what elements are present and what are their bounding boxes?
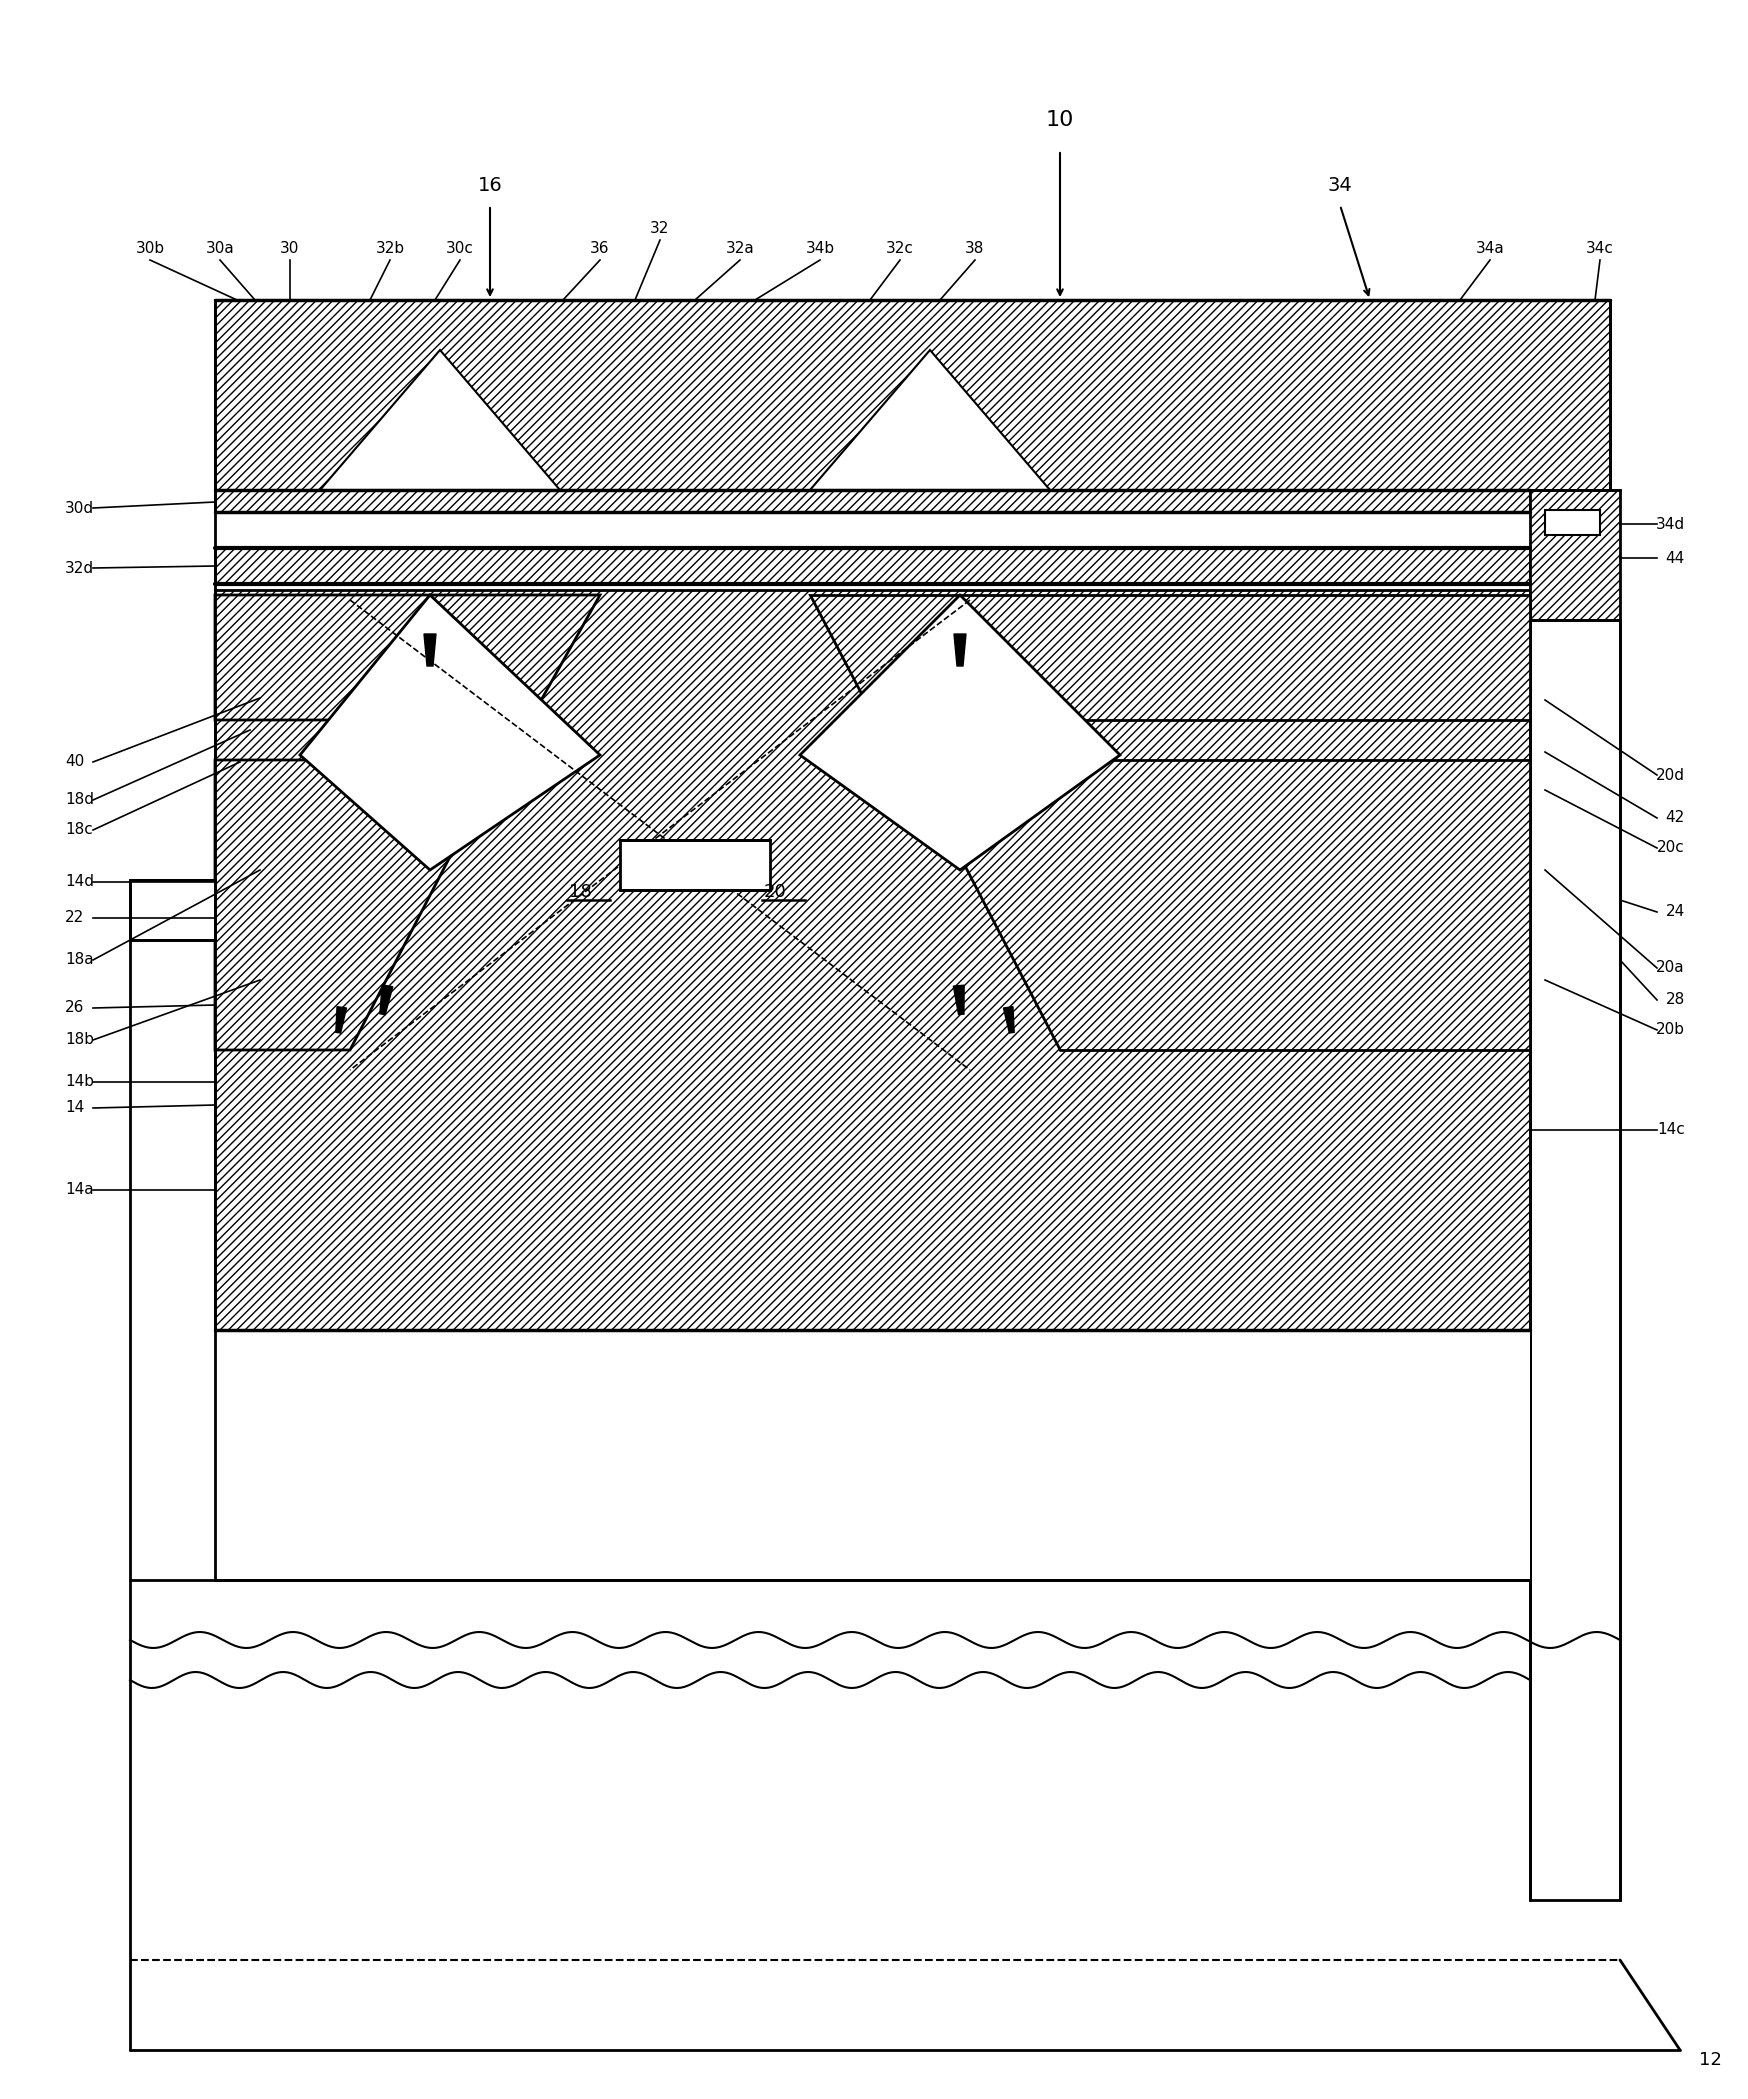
Bar bbox=[215, 1331, 1530, 1581]
Polygon shape bbox=[215, 760, 500, 1050]
Text: 30c: 30c bbox=[446, 241, 474, 256]
Polygon shape bbox=[799, 594, 1119, 869]
Text: 36: 36 bbox=[589, 241, 610, 256]
Text: 30a: 30a bbox=[206, 241, 234, 256]
Text: 20b: 20b bbox=[1655, 1022, 1683, 1037]
Bar bbox=[215, 489, 1530, 512]
Text: 14a: 14a bbox=[65, 1182, 94, 1199]
Text: 44: 44 bbox=[1664, 550, 1683, 565]
Bar bbox=[1530, 489, 1619, 619]
Bar bbox=[1530, 619, 1619, 1900]
Bar bbox=[215, 590, 1530, 1331]
Bar bbox=[215, 548, 1530, 584]
Polygon shape bbox=[215, 594, 600, 720]
Text: 30d: 30d bbox=[65, 500, 94, 516]
Text: 18: 18 bbox=[568, 884, 591, 900]
Text: 38: 38 bbox=[965, 241, 984, 256]
Text: 20d: 20d bbox=[1655, 768, 1683, 783]
Text: 34c: 34c bbox=[1585, 241, 1613, 256]
Text: 40: 40 bbox=[65, 754, 84, 770]
Text: 22: 22 bbox=[65, 911, 84, 926]
Polygon shape bbox=[953, 634, 965, 665]
Text: 12: 12 bbox=[1697, 2051, 1720, 2070]
Text: 18b: 18b bbox=[65, 1033, 94, 1047]
Text: 28: 28 bbox=[1664, 993, 1683, 1008]
Polygon shape bbox=[1003, 1008, 1014, 1033]
Bar bbox=[129, 879, 215, 940]
Polygon shape bbox=[423, 634, 435, 665]
Bar bbox=[215, 300, 1610, 489]
Text: 20c: 20c bbox=[1657, 840, 1683, 856]
Text: 18a: 18a bbox=[65, 953, 94, 968]
Polygon shape bbox=[320, 351, 559, 489]
Text: 32: 32 bbox=[650, 220, 669, 235]
Polygon shape bbox=[809, 351, 1049, 489]
Text: 16: 16 bbox=[477, 176, 502, 195]
Text: 32b: 32b bbox=[376, 241, 404, 256]
Text: 32d: 32d bbox=[65, 560, 94, 575]
Text: 34d: 34d bbox=[1655, 516, 1683, 531]
Polygon shape bbox=[301, 594, 600, 869]
Text: 24: 24 bbox=[1664, 905, 1683, 919]
Bar bbox=[619, 840, 769, 890]
Text: 14c: 14c bbox=[1657, 1123, 1683, 1138]
Polygon shape bbox=[379, 984, 393, 1014]
Text: 32c: 32c bbox=[886, 241, 914, 256]
Text: 26: 26 bbox=[65, 1001, 84, 1016]
Text: 20: 20 bbox=[764, 884, 787, 900]
Text: 30b: 30b bbox=[135, 241, 164, 256]
Text: 10: 10 bbox=[1045, 109, 1073, 130]
Text: 18d: 18d bbox=[65, 793, 94, 808]
Text: 14b: 14b bbox=[65, 1075, 94, 1089]
Polygon shape bbox=[809, 594, 1530, 720]
Text: 34a: 34a bbox=[1475, 241, 1503, 256]
Text: 34: 34 bbox=[1327, 176, 1351, 195]
Text: 14: 14 bbox=[65, 1100, 84, 1115]
Text: 34b: 34b bbox=[806, 241, 834, 256]
Polygon shape bbox=[953, 984, 963, 1014]
Text: 30: 30 bbox=[280, 241, 299, 256]
Text: 14d: 14d bbox=[65, 875, 94, 890]
Text: 42: 42 bbox=[1664, 810, 1683, 825]
Text: 18c: 18c bbox=[65, 823, 93, 838]
Bar bbox=[1543, 510, 1599, 535]
Text: 20a: 20a bbox=[1655, 961, 1683, 976]
Polygon shape bbox=[909, 760, 1530, 1050]
Text: 32a: 32a bbox=[725, 241, 753, 256]
Polygon shape bbox=[336, 1008, 346, 1033]
